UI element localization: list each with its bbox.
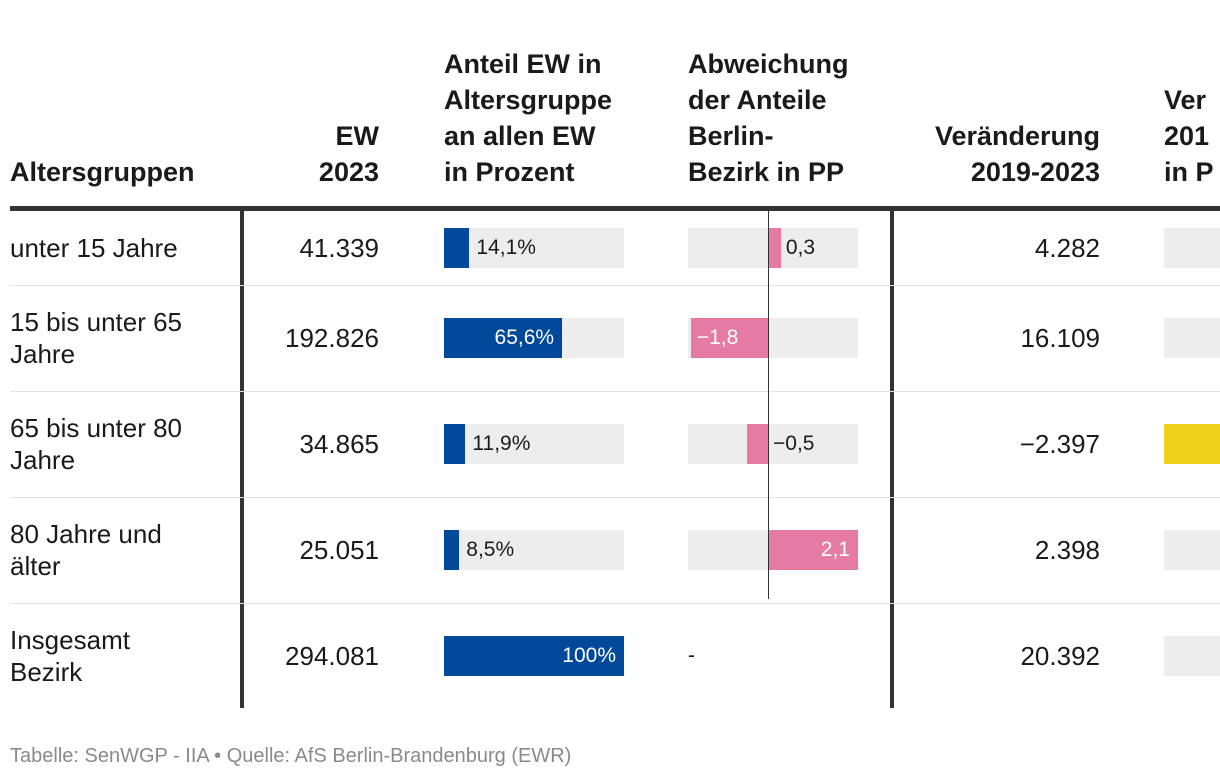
deviation-bar <box>768 228 781 268</box>
column-divider-left <box>240 211 244 708</box>
deviation-bar-label: −0,5 <box>773 432 815 455</box>
header-altersgruppen: Altersgruppen <box>10 157 195 187</box>
header-rule <box>10 206 1220 211</box>
share-bar-label: 100% <box>562 644 616 667</box>
share-bar-label: 14,1% <box>476 236 536 259</box>
row-separator <box>10 285 1220 286</box>
cell-altersgruppe: unter 15 Jahre <box>10 233 178 263</box>
pct-change-bar-track <box>1164 318 1220 358</box>
share-bar <box>444 636 624 676</box>
cell-altersgruppe: Insgesamt Bezirk <box>10 625 130 687</box>
cell-veraenderung: 16.109 <box>1020 323 1100 353</box>
cell-altersgruppe: 65 bis unter 80 Jahre <box>10 413 183 475</box>
pct-change-bar <box>1164 424 1220 464</box>
cell-ew-2023: 294.081 <box>285 641 379 671</box>
share-bar-label: 8,5% <box>466 538 515 561</box>
share-bar <box>444 228 470 268</box>
cell-veraenderung: −2.397 <box>1019 429 1100 459</box>
cell-altersgruppe: 15 bis unter 65 Jahre <box>10 307 183 369</box>
deviation-bar-track <box>688 424 858 464</box>
share-bar-track <box>444 424 624 464</box>
share-bar-label: 65,6% <box>494 326 555 349</box>
deviation-bar <box>768 530 858 570</box>
row-separator <box>10 497 1220 498</box>
footer-source: Tabelle: SenWGP - IIA • Quelle: AfS Berl… <box>10 745 572 767</box>
pct-change-bar-track <box>1164 636 1220 676</box>
share-bar-label: 11,9% <box>472 432 531 455</box>
deviation-bar-label: −1,8 <box>696 326 739 349</box>
header-veraenderung-prozent: Ver 201 in P <box>1164 85 1214 187</box>
cell-ew-2023: 34.865 <box>299 429 379 459</box>
pct-change-bar-track <box>1164 530 1220 570</box>
share-bar <box>444 318 563 358</box>
row-separator <box>10 391 1220 392</box>
pct-change-bar-track <box>1164 228 1220 268</box>
deviation-zero-line <box>768 211 769 599</box>
header-anteil: Anteil EW in Altersgruppe an allen EW in P… <box>444 49 613 187</box>
deviation-bar <box>746 424 768 464</box>
cell-veraenderung: 2.398 <box>1034 535 1100 565</box>
deviation-bar-label: 2,1 <box>820 538 850 561</box>
share-bar-track <box>444 530 624 570</box>
column-divider-right <box>890 211 894 708</box>
share-bar-track <box>444 228 624 268</box>
row-separator <box>10 603 1220 604</box>
deviation-bar-label: 0,3 <box>785 236 816 259</box>
cell-ew-2023: 25.051 <box>299 535 379 565</box>
cell-ew-2023: 192.826 <box>285 323 379 353</box>
cell-veraenderung: 4.282 <box>1034 233 1100 263</box>
cell-altersgruppe: 80 Jahre und älter <box>10 519 162 581</box>
header-veraenderung: Veränderung 2019-2023 <box>934 121 1100 187</box>
cell-veraenderung: 20.392 <box>1020 641 1100 671</box>
header-ew-2023: EW 2023 <box>318 121 379 187</box>
share-bar <box>444 530 460 570</box>
share-bar <box>444 424 466 464</box>
deviation-bar <box>690 318 768 358</box>
deviation-value: - <box>688 644 695 667</box>
header-abweichung: Abweichung der Anteile Berlin- Bezirk in P… <box>688 49 849 187</box>
cell-ew-2023: 41.339 <box>299 233 379 263</box>
